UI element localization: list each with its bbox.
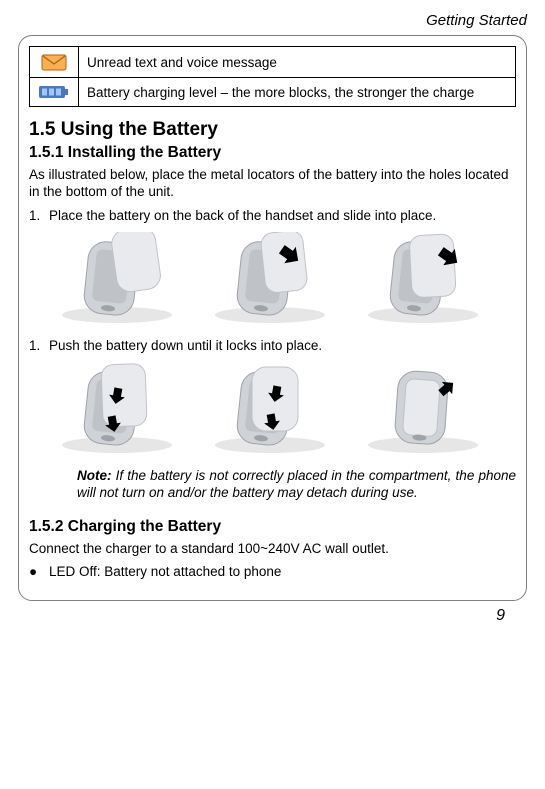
icon-cell [30,78,79,107]
note-block: Note: If the battery is not correctly pl… [77,467,516,502]
section-heading: 1.5 Using the Battery [29,119,516,141]
phone-illustration [208,232,338,327]
bullet-text: LED Off: Battery not attached to phone [49,563,281,580]
list-number: 1. [29,207,49,224]
list-item: 1. Place the battery on the back of the … [29,207,516,224]
table-row: Battery charging level – the more blocks… [30,78,516,107]
list-item: 1. Push the battery down until it locks … [29,337,516,354]
paragraph: As illustrated below, place the metal lo… [29,166,516,201]
icon-description-table: Unread text and voice message Battery ch… [29,46,516,107]
phone-illustration [361,362,491,457]
illustration-row [49,232,496,327]
icon-description: Unread text and voice message [79,47,516,78]
envelope-icon [40,52,68,72]
phone-illustration [361,232,491,327]
phone-illustration [55,232,185,327]
table-row: Unread text and voice message [30,47,516,78]
list-number: 1. [29,337,49,354]
note-label: Note: [77,468,112,483]
icon-cell [30,47,79,78]
paragraph: Connect the charger to a standard 100~24… [29,540,516,557]
subsection-heading: 1.5.2 Charging the Battery [29,518,516,536]
battery-icon [38,83,70,101]
page-number: 9 [18,601,527,629]
note-text: If the battery is not correctly placed i… [77,468,516,500]
bullet-item: ● LED Off: Battery not attached to phone [29,563,516,580]
content-frame: Unread text and voice message Battery ch… [18,35,527,601]
phone-illustration [208,362,338,457]
illustration-row [49,362,496,457]
page-header: Getting Started [18,12,527,29]
phone-illustration [55,362,185,457]
bullet-mark: ● [29,563,49,580]
subsection-heading: 1.5.1 Installing the Battery [29,144,516,162]
list-text: Place the battery on the back of the han… [49,207,436,224]
icon-description: Battery charging level – the more blocks… [79,78,516,107]
list-text: Push the battery down until it locks int… [49,337,322,354]
